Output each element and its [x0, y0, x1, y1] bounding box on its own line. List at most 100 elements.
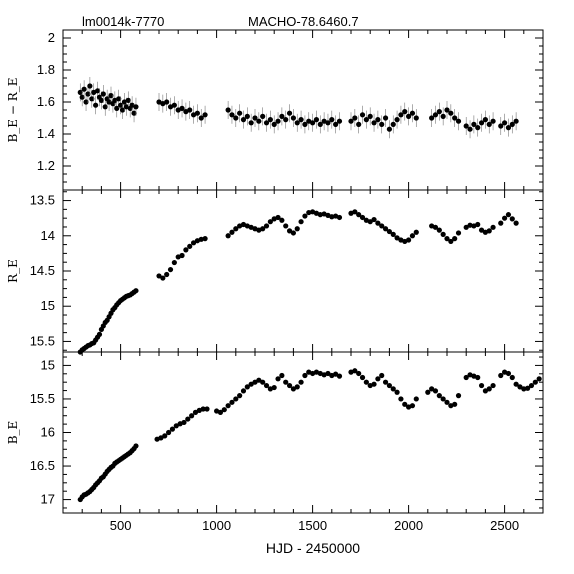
data-point [198, 236, 204, 242]
data-point [375, 220, 381, 226]
data-point [475, 221, 481, 228]
data-point [513, 220, 519, 226]
data-point [325, 370, 331, 377]
data-point [382, 226, 389, 232]
data-point [164, 271, 170, 278]
data-point [406, 113, 412, 119]
data-point [279, 372, 285, 379]
data-point [333, 121, 339, 127]
data-point [202, 236, 208, 242]
data-point [190, 240, 197, 246]
data-point [198, 115, 204, 121]
data-point [379, 223, 385, 229]
data-point [96, 331, 103, 337]
data-point [114, 105, 120, 111]
x-tick-label: 500 [110, 518, 132, 533]
data-point [425, 389, 431, 395]
data-point [283, 223, 289, 229]
data-point [260, 379, 266, 385]
data-point [440, 396, 446, 402]
data-point [382, 379, 389, 385]
data-point [402, 109, 408, 115]
data-point [329, 117, 335, 123]
data-point [233, 396, 239, 402]
data-point [471, 121, 477, 127]
data-point [85, 91, 91, 97]
data-point [260, 226, 266, 232]
data-point [356, 212, 362, 218]
data-point [505, 125, 512, 131]
data-point [240, 117, 247, 123]
data-point [498, 123, 504, 129]
data-point [302, 372, 308, 379]
data-point [379, 121, 385, 127]
data-point [131, 110, 137, 116]
data-point [429, 386, 435, 392]
data-point [244, 113, 250, 119]
data-point [413, 229, 419, 235]
data-point [286, 382, 293, 389]
data-point [532, 379, 538, 385]
data-point [263, 223, 270, 229]
data-point [336, 118, 343, 124]
y-tick-label: 1.2 [37, 158, 55, 173]
data-point [413, 115, 419, 121]
data-point [490, 224, 496, 230]
data-point [382, 115, 389, 121]
data-point [317, 121, 323, 127]
y-tick-label: 16 [41, 425, 55, 440]
chart-title-left: lm0014k-7770 [82, 14, 164, 29]
data-point [352, 368, 358, 374]
y-axis-label: B_E − R_E [6, 77, 20, 142]
data-point [513, 118, 519, 124]
data-point [367, 219, 373, 225]
data-point [482, 388, 488, 394]
data-point [286, 110, 293, 116]
data-point [256, 377, 262, 383]
data-point [409, 110, 416, 116]
data-point [478, 120, 485, 126]
y-tick-label: 15 [41, 298, 55, 313]
data-point [409, 233, 416, 239]
data-point [348, 118, 354, 124]
data-point [498, 220, 504, 226]
data-point [359, 214, 366, 221]
data-point [298, 379, 304, 385]
data-point [398, 112, 404, 118]
data-point [185, 416, 191, 422]
data-point [394, 117, 400, 123]
data-point [413, 396, 419, 402]
data-point [363, 379, 369, 385]
data-point [463, 123, 469, 129]
b-band-panel: 15 15.5 16 16.5 17 B_E 500 1000 1500 2000 2500 [6, 351, 544, 533]
data-point [505, 212, 512, 218]
data-point [455, 393, 462, 399]
data-point [467, 126, 473, 132]
data-point [363, 117, 369, 123]
y-tick-label: 14 [41, 228, 55, 243]
y-tick-label: 1.8 [37, 62, 55, 77]
data-point [336, 214, 343, 221]
data-point [406, 237, 412, 243]
data-point [81, 86, 87, 92]
data-point [379, 372, 385, 379]
panel-frame [62, 29, 544, 191]
data-point [502, 215, 508, 221]
data-point [398, 396, 404, 402]
data-point [166, 429, 172, 436]
data-point [432, 224, 439, 230]
data-point [475, 374, 481, 381]
color-panel: 1.2 1.4 1.6 1.8 2 B_E − R_E [6, 29, 544, 191]
data-point [158, 435, 164, 441]
data-point [333, 371, 339, 377]
data-point [183, 247, 189, 253]
data-point [204, 406, 210, 412]
data-point [448, 238, 454, 245]
data-point [336, 373, 343, 379]
data-point [275, 118, 281, 124]
data-point [133, 104, 139, 110]
data-point [371, 120, 377, 126]
data-point [452, 401, 458, 407]
data-point [352, 115, 358, 121]
data-point [225, 403, 231, 409]
